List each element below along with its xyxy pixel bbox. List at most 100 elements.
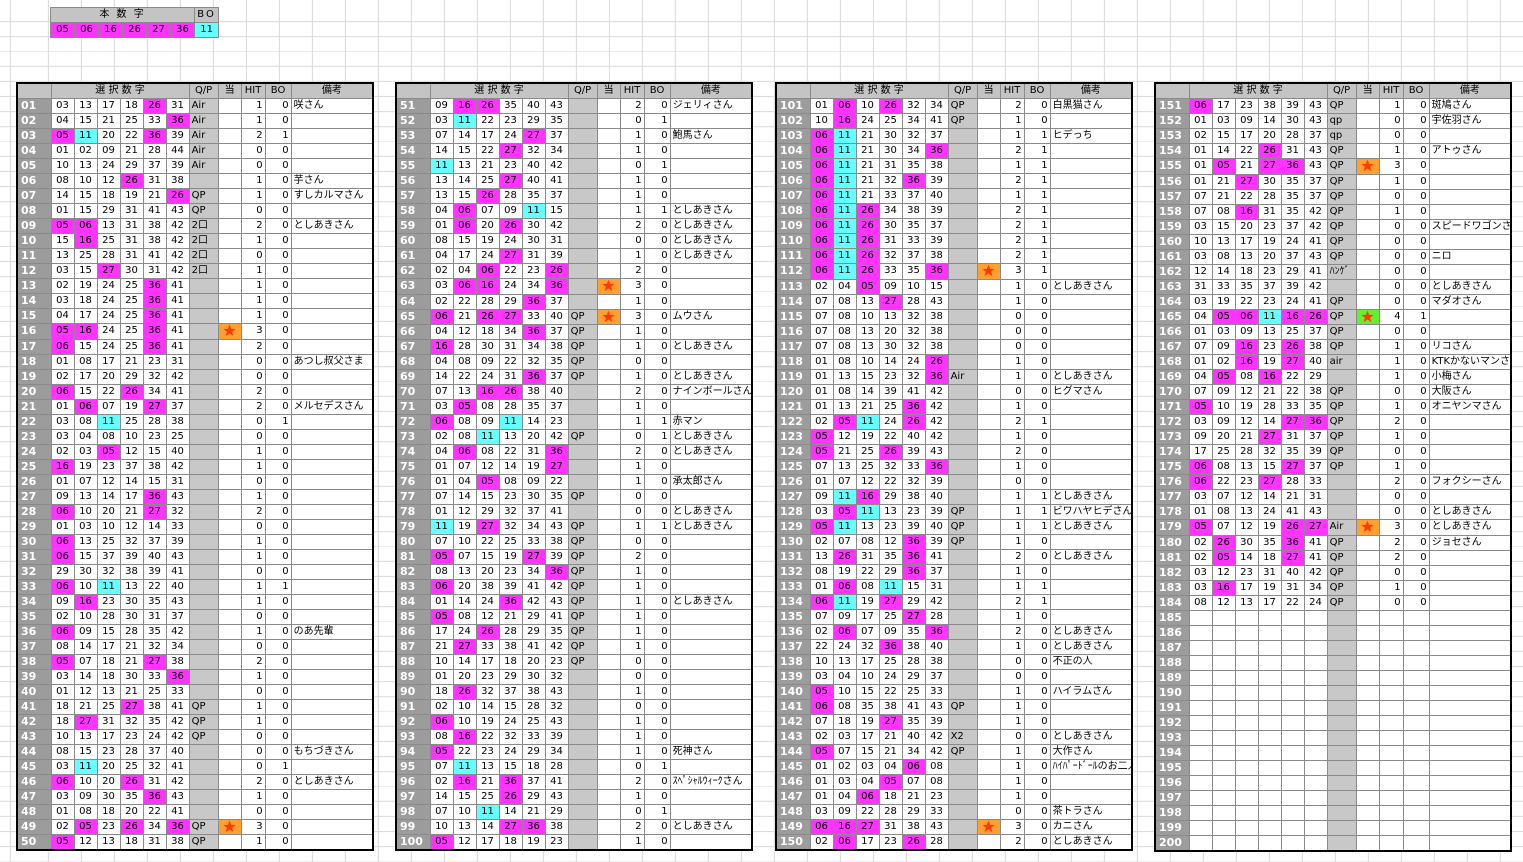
selected-number: 24 xyxy=(498,744,523,760)
row-id: 38 xyxy=(16,653,52,670)
selected-number: 21 xyxy=(1234,158,1259,175)
selected-number: 12 xyxy=(832,428,857,445)
note xyxy=(1428,459,1512,475)
selected-number: 38 xyxy=(142,458,167,475)
row-id: 172 xyxy=(1154,414,1190,430)
selected-number: 32 xyxy=(475,684,500,700)
selected-number xyxy=(1211,834,1236,851)
hit-count: 1 xyxy=(619,579,645,595)
selected-number: 10 xyxy=(901,278,926,295)
selected-number: 17 xyxy=(429,624,454,640)
row-id: 115 xyxy=(775,308,811,325)
hit-mark xyxy=(596,308,621,325)
selected-number xyxy=(1257,609,1282,626)
hit-header: HIT xyxy=(240,82,266,99)
qp-type xyxy=(188,353,219,370)
bo-count: 0 xyxy=(1023,293,1051,310)
selected-number: 08 xyxy=(429,729,454,745)
hit-mark xyxy=(976,728,1001,745)
selected-number: 04 xyxy=(50,113,75,129)
qp-type xyxy=(1326,789,1357,806)
selected-number: 05 xyxy=(809,443,834,460)
selected-number xyxy=(1257,684,1282,701)
selected-number: 09 xyxy=(878,278,903,295)
hit-mark xyxy=(596,293,621,310)
selected-number: 01 xyxy=(1188,113,1213,129)
selected-number: 26 xyxy=(832,548,857,565)
selected-number xyxy=(1303,789,1328,806)
star-shape xyxy=(1361,310,1374,322)
hit-count xyxy=(1378,639,1404,656)
row-id: 59 xyxy=(395,218,431,234)
selected-number: 14 xyxy=(429,789,454,805)
bo-header: BO xyxy=(1023,82,1051,99)
hit-count: 1 xyxy=(1378,459,1404,475)
bo-count: 0 xyxy=(643,639,671,655)
selected-number: 16 xyxy=(1280,308,1305,325)
hit-count: 2 xyxy=(240,773,266,790)
row-id: 90 xyxy=(395,684,431,700)
note: としあきさん xyxy=(1428,519,1512,536)
hit-mark xyxy=(217,533,242,550)
result-row: 28 06 10 20 21 27 32 2 0 xyxy=(16,503,374,520)
hit-mark xyxy=(1355,714,1380,731)
hit-mark xyxy=(1355,624,1380,641)
selected-number: 10 xyxy=(855,98,880,114)
qp-type: QP xyxy=(1326,414,1357,430)
selected-number: 17 xyxy=(1211,98,1236,114)
result-row: 160 10 13 17 19 24 41 QP 0 0 xyxy=(1154,233,1512,250)
selected-number: 32 xyxy=(142,368,167,385)
qp-type xyxy=(947,773,978,790)
selected-number: 06 xyxy=(1188,459,1213,475)
star-icon xyxy=(982,820,995,832)
selected-number: 22 xyxy=(544,474,569,490)
qp-type: QP xyxy=(1326,203,1357,220)
qp-type: QP xyxy=(1326,293,1357,310)
selected-number: 34 xyxy=(498,324,523,340)
hit-count: 2 xyxy=(1378,414,1404,430)
result-row: 18 01 08 17 21 23 31 0 0 あつし叔父さま xyxy=(16,353,374,370)
selected-number: 06 xyxy=(809,158,834,174)
selected-number: 11 xyxy=(1257,308,1282,325)
hit-mark xyxy=(1355,639,1380,656)
hit-mark xyxy=(1355,158,1380,175)
selected-number: 03 xyxy=(809,503,834,520)
qp-type: QP xyxy=(1326,158,1357,175)
hit-mark xyxy=(217,668,242,685)
selected-number: 26 xyxy=(544,263,569,279)
hit-header: HIT xyxy=(1378,82,1404,99)
qp-type xyxy=(188,668,219,685)
bo-count: 0 xyxy=(1402,474,1430,490)
note xyxy=(1049,188,1133,204)
note xyxy=(290,143,374,159)
qp-type: QP xyxy=(1326,399,1357,415)
bo-count: 1 xyxy=(1023,158,1051,174)
selected-number: 11 xyxy=(832,128,857,144)
selected-number: 30 xyxy=(475,339,500,355)
qp-type: QP xyxy=(567,609,598,625)
qp-type xyxy=(188,173,219,189)
row-id: 199 xyxy=(1154,819,1190,836)
selected-number: 28 xyxy=(119,623,144,640)
selected-number: 06 xyxy=(50,548,75,565)
selected-number: 34 xyxy=(142,818,167,835)
selected-number: 07 xyxy=(809,713,834,730)
selected-number: 31 xyxy=(1280,143,1305,159)
selected-number: 07 xyxy=(429,489,454,505)
qp-type xyxy=(947,668,978,685)
result-row: 189 xyxy=(1154,669,1512,686)
selected-number: 42 xyxy=(165,728,190,745)
selected-number xyxy=(1280,819,1305,836)
bo-count: 0 xyxy=(1023,713,1051,730)
selected-number: 25 xyxy=(119,278,144,294)
selected-number: 40 xyxy=(165,743,190,760)
selected-number: 28 xyxy=(475,293,500,310)
hit-mark xyxy=(1355,699,1380,716)
hit-count: 1 xyxy=(240,578,266,595)
bo-count: 0 xyxy=(264,98,292,114)
selected-number: 41 xyxy=(544,774,569,790)
hit-mark xyxy=(976,593,1001,610)
selected-number: 12 xyxy=(1234,519,1259,536)
result-row: 34 09 16 23 30 35 43 1 0 xyxy=(16,593,374,610)
qp-type: QP xyxy=(1326,384,1357,400)
